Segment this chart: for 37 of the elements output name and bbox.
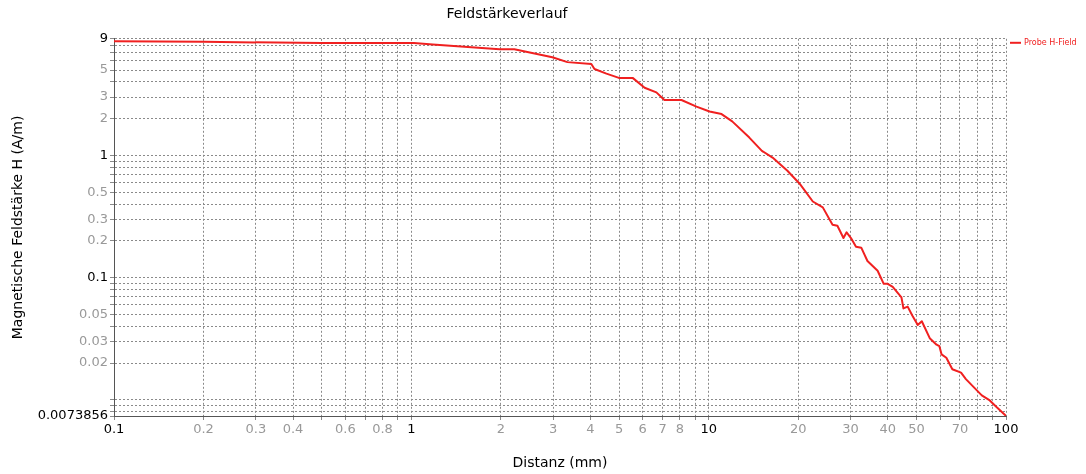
- x-tick-label: 3: [549, 421, 558, 437]
- x-tick-label: 7: [658, 421, 667, 437]
- x-tick-label: 2: [496, 421, 505, 437]
- y-tick-label: 0.03: [79, 332, 108, 348]
- x-tick-label: 0.2: [193, 421, 214, 437]
- x-tick-label: 4: [586, 421, 595, 437]
- y-tick-label: 0.5: [87, 183, 108, 199]
- x-tick-label: 0.6: [335, 421, 356, 437]
- x-axis-title: Distanz (mm): [512, 454, 608, 471]
- x-tick-label: 0.8: [372, 421, 393, 437]
- y-tick-label: 0.05: [79, 305, 108, 321]
- x-tick-label: 50: [908, 421, 925, 437]
- x-tick-label: 20: [789, 421, 807, 437]
- x-tick-label: 0.4: [282, 421, 304, 437]
- y-tick-label: 0.2: [87, 232, 108, 248]
- y-tick-label: 1: [99, 146, 108, 162]
- y-tick-label: 2: [99, 110, 108, 126]
- x-tick-label: 6: [638, 421, 647, 437]
- x-tick-label: 30: [842, 421, 859, 437]
- y-tick-label: 0.0073856: [37, 407, 108, 423]
- x-tick-label: 5: [615, 421, 624, 437]
- y-tick-label: 0.3: [87, 210, 108, 226]
- x-tick-label: 1: [407, 421, 416, 437]
- y-tick-label: 0.1: [87, 269, 108, 285]
- y-tick-label: 0.02: [79, 354, 108, 370]
- x-tick-label: 100: [993, 421, 1019, 437]
- x-tick-label: 0.3: [245, 421, 267, 437]
- y-tick-label: 3: [99, 88, 108, 104]
- x-tick-label: 8: [675, 421, 684, 437]
- x-tick-label: 40: [879, 421, 896, 437]
- x-tick-label: 70: [951, 421, 969, 437]
- chart-title: Feldstärkeverlauf: [446, 5, 569, 22]
- y-tick-label: 5: [99, 61, 108, 77]
- y-tick-label: 9: [99, 30, 108, 46]
- x-tick-label: 10: [700, 421, 717, 437]
- legend-label: Probe H-Field: [1024, 37, 1077, 47]
- y-axis-title: Magnetische Feldstärke H (A/m): [9, 115, 26, 340]
